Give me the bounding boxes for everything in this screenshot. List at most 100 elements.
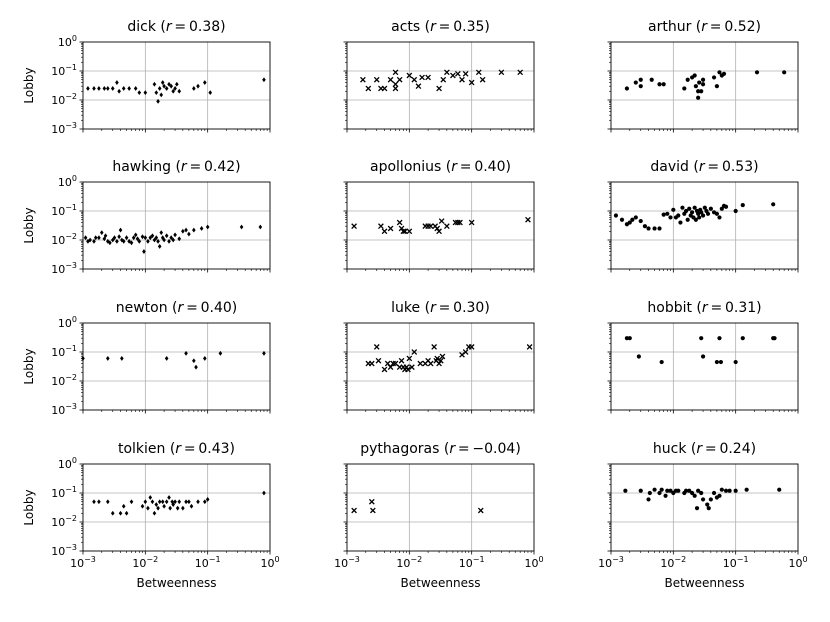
- panel-title: arthur (r = 0.52): [648, 19, 761, 35]
- data-point: [169, 83, 173, 89]
- data-point: [668, 488, 673, 493]
- data-point: [208, 90, 213, 95]
- data-point: [381, 228, 388, 235]
- data-point: [173, 499, 177, 505]
- data-point: [167, 238, 171, 244]
- data-point: [127, 86, 131, 91]
- data-point: [434, 355, 441, 362]
- y-axis-label: Lobby: [22, 67, 36, 103]
- data-point: [692, 205, 697, 210]
- data-point: [129, 240, 134, 246]
- data-point: [173, 86, 177, 91]
- data-point: [181, 228, 185, 234]
- axes-frame: [610, 322, 799, 411]
- data-point: [157, 86, 162, 91]
- data-point: [140, 234, 145, 240]
- data-point: [714, 211, 720, 216]
- data-point: [642, 224, 648, 229]
- x-tick-label: 10−1: [195, 555, 221, 570]
- data-point: [680, 205, 685, 210]
- data-point: [468, 79, 475, 86]
- data-point: [381, 366, 388, 373]
- panel-arthur: arthur (r = 0.52): [607, 19, 799, 133]
- data-point: [665, 211, 670, 216]
- axes-frame: [346, 41, 535, 130]
- data-point: [92, 499, 96, 505]
- panel-newton: 10−3 10−2 10−1 100 newton (r = 0.40) Lobby: [22, 300, 271, 417]
- data-point: [175, 81, 179, 87]
- axes-frame: [346, 322, 535, 411]
- data-point: [162, 237, 166, 243]
- data-point: [131, 235, 136, 241]
- data-point: [671, 207, 676, 212]
- data-point: [676, 213, 681, 218]
- data-point: [706, 506, 711, 511]
- data-point: [468, 219, 475, 226]
- data-point: [411, 76, 418, 83]
- data-point: [627, 220, 632, 225]
- data-point: [462, 70, 469, 77]
- data-point: [110, 510, 115, 516]
- data-point: [717, 493, 722, 498]
- data-point: [203, 499, 207, 505]
- data-point: [159, 230, 164, 235]
- data-point: [164, 233, 169, 239]
- data-point: [150, 233, 155, 239]
- data-point: [157, 244, 162, 249]
- data-point: [627, 336, 632, 341]
- data-point: [733, 359, 738, 365]
- data-point: [118, 227, 123, 233]
- data-point: [378, 223, 384, 230]
- data-point: [697, 215, 702, 220]
- data-point: [462, 349, 469, 355]
- x-tick-label: 10−3: [70, 555, 96, 570]
- panel-title: apollonius (r = 0.40): [370, 159, 511, 175]
- x-tick-label: 10−2: [132, 555, 158, 570]
- data-point: [262, 77, 266, 83]
- axes-frame: [82, 322, 271, 411]
- data-point: [714, 359, 720, 365]
- data-point: [143, 499, 148, 505]
- data-point: [689, 210, 695, 215]
- data-point: [239, 224, 244, 230]
- panel-title: hobbit (r = 0.31): [647, 300, 761, 316]
- y-tick-label: 100: [58, 315, 77, 330]
- y-tick-label: 100: [58, 174, 77, 189]
- data-point: [663, 493, 668, 498]
- x-tick-label: 10−2: [660, 555, 686, 570]
- data-point: [657, 226, 662, 231]
- panel-title: acts (r = 0.35): [391, 19, 490, 35]
- data-point: [177, 236, 182, 242]
- data-point: [156, 98, 160, 104]
- data-point: [700, 497, 706, 502]
- panel-title: luke (r = 0.30): [391, 300, 490, 316]
- x-tick-label: 100: [788, 555, 807, 570]
- data-point: [92, 238, 96, 244]
- data-point: [164, 356, 169, 361]
- panel-dick: 10−3 10−2 10−1 100 dick (r = 0.38) Lobby: [22, 19, 271, 136]
- data-point: [150, 499, 155, 505]
- data-point: [717, 215, 722, 220]
- y-axis-label: Lobby: [22, 489, 36, 525]
- data-point: [517, 69, 524, 76]
- data-point: [723, 488, 729, 493]
- data-point: [124, 510, 129, 516]
- data-point: [744, 487, 749, 492]
- y-tick-label: 10−3: [51, 121, 77, 136]
- data-point: [154, 235, 159, 241]
- data-point: [156, 505, 160, 511]
- data-point: [171, 88, 176, 94]
- data-point: [661, 212, 666, 217]
- data-point: [402, 228, 408, 235]
- data-point: [693, 217, 698, 222]
- data-point: [477, 507, 484, 514]
- data-point: [696, 95, 701, 100]
- data-point: [92, 86, 96, 91]
- data-point: [187, 231, 191, 237]
- data-point: [154, 502, 159, 507]
- data-point: [777, 487, 782, 492]
- data-point: [694, 506, 700, 511]
- data-point: [93, 235, 98, 241]
- data-point: [406, 228, 413, 235]
